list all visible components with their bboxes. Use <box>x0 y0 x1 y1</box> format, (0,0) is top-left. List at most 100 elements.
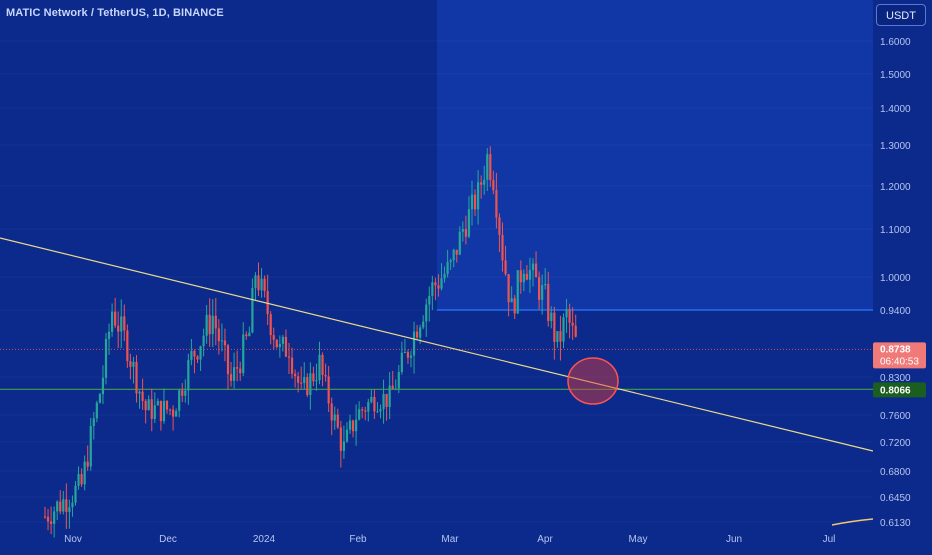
candle <box>559 315 562 361</box>
candle <box>205 305 208 344</box>
candle-body <box>480 182 483 185</box>
candle-body <box>443 273 446 279</box>
candle <box>83 455 86 491</box>
candle-body <box>565 309 568 318</box>
candle-body <box>83 461 86 485</box>
candle <box>412 321 416 374</box>
candle-body <box>461 229 464 232</box>
candle <box>574 314 577 338</box>
candle-body <box>168 409 172 411</box>
candle-body <box>98 394 101 403</box>
candle-body <box>199 346 202 360</box>
candle <box>370 389 373 404</box>
symbol-title[interactable]: MATIC Network / TetherUS, 1D, BINANCE <box>6 7 224 19</box>
candle-body <box>513 298 516 314</box>
candle-body <box>428 296 431 305</box>
candle <box>556 331 559 348</box>
candle-body <box>342 441 345 451</box>
candle-body <box>266 291 269 315</box>
candle <box>312 366 315 387</box>
candle-body <box>129 361 132 367</box>
candle-body <box>504 260 507 275</box>
candle <box>208 298 211 347</box>
candle <box>242 322 245 377</box>
candle <box>470 180 474 226</box>
candle-body <box>153 405 156 419</box>
candle <box>428 286 431 322</box>
candle <box>516 270 519 314</box>
candle <box>336 408 339 429</box>
candle <box>538 271 541 310</box>
candle <box>376 402 379 413</box>
candle-body <box>56 501 59 512</box>
candle <box>458 226 461 256</box>
candle <box>257 262 260 296</box>
candle <box>175 408 178 417</box>
candle-body <box>370 396 373 403</box>
candle-body <box>434 282 437 286</box>
candle-body <box>236 367 239 369</box>
time-axis[interactable]: Nov Dec 2024 Feb Mar Apr May Jun Jul <box>64 534 835 545</box>
price-axis[interactable]: 1.6000 1.5000 1.4000 1.3000 1.2000 1.1000 1.00… <box>873 0 932 550</box>
candle-body <box>358 409 361 420</box>
candle-body <box>269 314 272 336</box>
candle <box>251 278 254 334</box>
candle <box>68 499 71 529</box>
candle <box>50 506 53 535</box>
candle <box>135 355 138 403</box>
candle <box>522 269 525 292</box>
candle-body <box>114 311 117 326</box>
drawings <box>0 237 874 526</box>
candle-body <box>501 234 504 261</box>
time-tick: Apr <box>537 534 553 545</box>
candle <box>504 245 507 276</box>
candle <box>327 366 330 413</box>
candle-body <box>120 316 123 332</box>
marker-circle[interactable] <box>567 357 619 405</box>
candle <box>434 277 437 301</box>
candle-body <box>333 414 336 421</box>
candle-body <box>193 350 196 357</box>
candle-body <box>556 331 559 342</box>
candle <box>95 400 98 423</box>
price-tick: 1.4000 <box>880 104 911 115</box>
candle-body <box>306 377 309 396</box>
candle <box>379 404 382 419</box>
candle-body <box>364 410 367 412</box>
candle <box>193 349 196 374</box>
candle <box>239 361 242 382</box>
candle <box>397 365 400 394</box>
candle-body <box>547 283 550 321</box>
currency-button[interactable]: USDT <box>876 4 926 26</box>
candle <box>464 215 467 245</box>
candle-body <box>339 427 342 451</box>
candle-body <box>315 379 318 382</box>
candle-body <box>147 399 150 411</box>
candle <box>245 331 248 340</box>
candle <box>211 299 214 348</box>
candle-body <box>355 419 358 432</box>
candle <box>89 417 92 471</box>
candle <box>339 420 342 468</box>
candle <box>385 393 388 421</box>
candle <box>159 400 162 431</box>
candle <box>568 303 571 339</box>
candle <box>107 323 111 355</box>
candle-body <box>144 400 147 411</box>
candle-body <box>175 410 178 417</box>
candle-body <box>71 502 74 508</box>
candle <box>330 397 333 436</box>
candle-body <box>126 330 129 362</box>
candle-body <box>95 402 98 419</box>
candle <box>391 370 394 390</box>
candle-body <box>300 382 303 384</box>
candle <box>510 286 513 303</box>
candle <box>525 265 528 281</box>
candle-body <box>220 340 223 342</box>
candle <box>406 349 410 364</box>
candle-body <box>425 304 428 322</box>
candle-body <box>275 339 278 348</box>
candle-body <box>214 315 217 329</box>
candle-body <box>568 309 571 323</box>
